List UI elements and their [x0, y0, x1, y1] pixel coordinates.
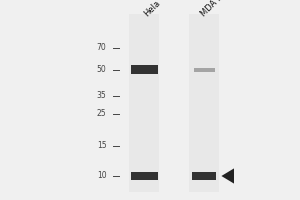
Text: 70: 70 — [97, 44, 106, 52]
Bar — [189, 14, 219, 192]
Bar — [192, 172, 216, 180]
Text: Hela: Hela — [142, 0, 162, 18]
Bar — [129, 14, 159, 192]
Bar — [130, 172, 158, 180]
Text: MDA MB-468: MDA MB-468 — [200, 0, 244, 18]
Text: 35: 35 — [97, 92, 106, 100]
Bar — [130, 65, 158, 74]
Polygon shape — [221, 168, 234, 184]
Text: 50: 50 — [97, 66, 106, 74]
Text: 10: 10 — [97, 171, 106, 180]
Text: 15: 15 — [97, 142, 106, 150]
Text: 25: 25 — [97, 110, 106, 118]
Bar — [194, 68, 214, 72]
